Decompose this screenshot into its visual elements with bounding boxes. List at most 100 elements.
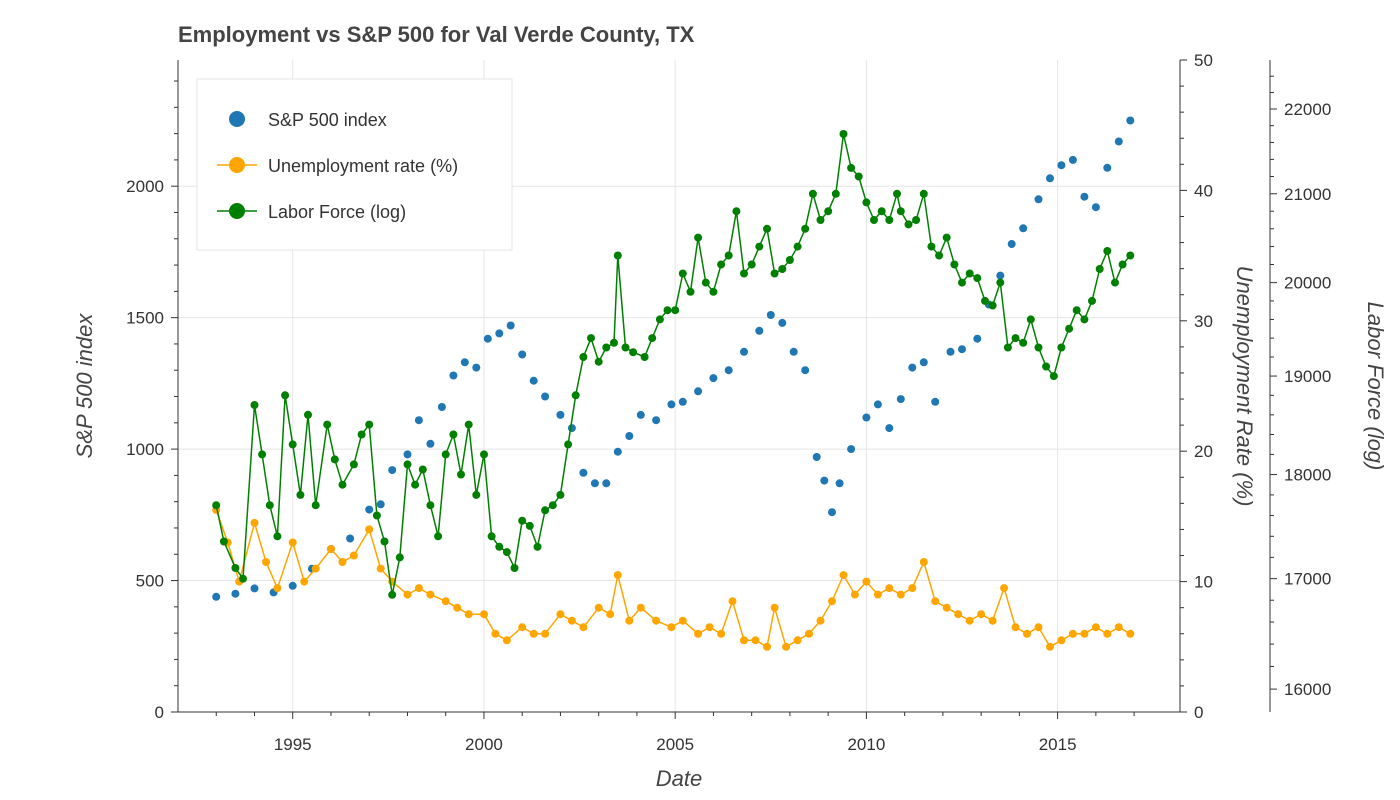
legend-label-sp500: S&P 500 index xyxy=(268,110,387,130)
y-axis-label: S&P 500 index xyxy=(72,313,97,459)
point-labor-force xyxy=(1065,324,1074,333)
y3-tick-label: 20000 xyxy=(1284,274,1331,293)
point-sp500 xyxy=(567,424,576,433)
point-sp500 xyxy=(1080,192,1089,201)
x-tick-label: 2010 xyxy=(847,735,885,754)
point-labor-force xyxy=(965,269,974,278)
point-sp500 xyxy=(973,334,982,343)
y3-tick-label: 16000 xyxy=(1284,680,1331,699)
point-labor-force xyxy=(717,260,726,269)
point-labor-force xyxy=(502,548,511,557)
legend-marker-labor-force xyxy=(229,203,245,219)
point-labor-force xyxy=(564,440,573,449)
point-sp500 xyxy=(789,347,798,356)
point-labor-force xyxy=(885,216,894,224)
point-sp500 xyxy=(602,479,611,488)
point-labor-force xyxy=(870,216,878,224)
legend-marker-unemployment xyxy=(229,157,245,173)
point-labor-force xyxy=(854,172,863,181)
point-labor-force xyxy=(457,470,465,479)
point-unemployment xyxy=(740,636,748,645)
legend-marker-sp500 xyxy=(229,111,245,127)
y3-tick-label: 21000 xyxy=(1284,185,1331,204)
point-sp500 xyxy=(449,371,458,380)
point-unemployment xyxy=(556,610,565,619)
point-unemployment xyxy=(376,564,385,573)
point-labor-force xyxy=(747,260,756,269)
point-unemployment xyxy=(862,577,871,586)
point-unemployment xyxy=(896,590,905,599)
point-labor-force xyxy=(785,256,794,264)
point-unemployment xyxy=(625,616,634,625)
y-tick-label: 1500 xyxy=(126,309,164,328)
point-sp500 xyxy=(636,410,645,419)
point-unemployment xyxy=(1046,642,1054,651)
point-labor-force xyxy=(296,490,305,499)
point-unemployment xyxy=(349,551,358,560)
point-sp500 xyxy=(1057,161,1066,170)
point-labor-force xyxy=(839,130,848,138)
point-unemployment xyxy=(885,584,894,593)
point-unemployment xyxy=(1068,629,1077,638)
point-labor-force xyxy=(418,465,427,474)
point-labor-force xyxy=(862,198,871,207)
y3-tick-label: 17000 xyxy=(1284,570,1331,589)
point-sp500 xyxy=(403,450,412,459)
point-labor-force xyxy=(250,401,259,409)
point-labor-force xyxy=(808,189,817,198)
point-sp500 xyxy=(414,416,423,425)
point-sp500 xyxy=(931,397,940,406)
point-sp500 xyxy=(1091,203,1100,212)
point-unemployment xyxy=(1034,623,1043,632)
point-sp500 xyxy=(495,329,504,338)
point-labor-force xyxy=(919,189,928,198)
point-unemployment xyxy=(529,629,538,638)
point-labor-force xyxy=(533,542,542,551)
point-unemployment xyxy=(288,538,297,547)
point-labor-force xyxy=(212,501,221,510)
point-sp500 xyxy=(579,468,588,477)
point-sp500 xyxy=(1046,174,1054,183)
point-unemployment xyxy=(1103,629,1112,638)
point-labor-force xyxy=(571,391,580,400)
x-axis-label: Date xyxy=(656,766,702,791)
point-unemployment xyxy=(678,616,687,625)
point-labor-force xyxy=(304,410,312,419)
point-unemployment xyxy=(273,584,282,593)
point-sp500 xyxy=(766,311,775,319)
point-labor-force xyxy=(548,501,557,510)
point-sp500 xyxy=(667,400,676,409)
point-unemployment xyxy=(793,636,802,645)
point-unemployment xyxy=(567,616,576,625)
point-labor-force xyxy=(763,224,771,233)
point-sp500 xyxy=(885,424,894,433)
point-labor-force xyxy=(629,348,638,357)
point-sp500 xyxy=(426,439,435,448)
point-sp500 xyxy=(231,589,240,598)
point-sp500 xyxy=(506,321,515,330)
point-sp500 xyxy=(346,534,355,543)
point-labor-force xyxy=(1126,251,1135,260)
point-labor-force xyxy=(655,315,664,324)
point-sp500 xyxy=(1114,137,1123,146)
point-unemployment xyxy=(502,636,511,645)
point-sp500 xyxy=(908,363,917,372)
point-labor-force xyxy=(1095,265,1104,273)
point-sp500 xyxy=(529,376,538,385)
point-unemployment xyxy=(977,610,986,619)
y-tick-label: 0 xyxy=(155,703,164,722)
point-labor-force xyxy=(732,207,741,216)
point-labor-force xyxy=(801,224,810,233)
point-sp500 xyxy=(1068,155,1077,164)
point-labor-force xyxy=(464,420,473,429)
point-unemployment xyxy=(931,597,940,606)
point-unemployment xyxy=(1023,629,1031,638)
point-unemployment xyxy=(805,629,813,638)
point-labor-force xyxy=(671,306,680,315)
point-labor-force xyxy=(602,343,611,352)
point-sp500 xyxy=(812,453,821,461)
point-sp500 xyxy=(694,387,703,396)
point-labor-force xyxy=(411,480,420,489)
point-labor-force xyxy=(942,233,951,242)
point-unemployment xyxy=(751,636,760,645)
